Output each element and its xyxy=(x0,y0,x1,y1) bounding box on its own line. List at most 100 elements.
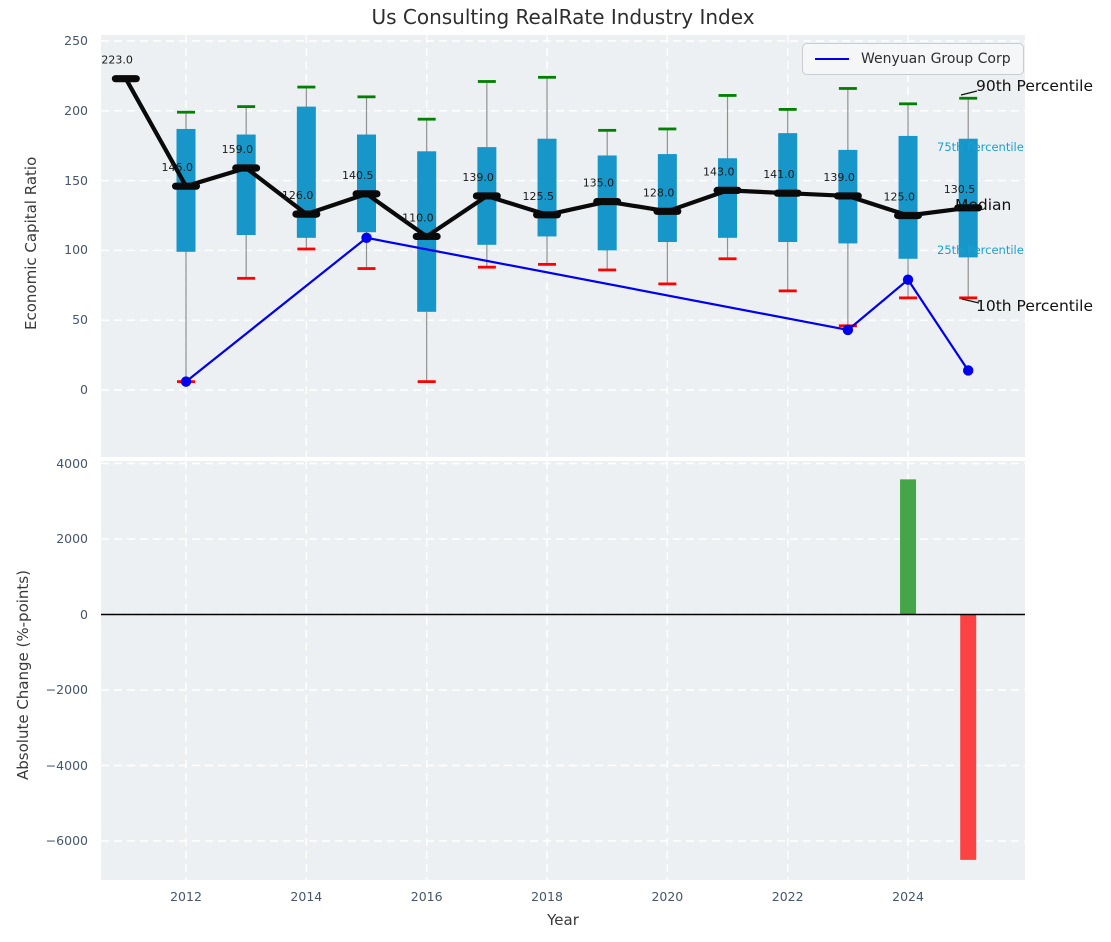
median-marker-2014 xyxy=(292,211,320,218)
median-value-label-2011: 223.0 xyxy=(101,54,133,67)
x-axis-label: Year xyxy=(101,911,1025,929)
median-value-label-2022: 141.0 xyxy=(763,168,795,181)
bottom-y-axis-label: Absolute Change (%-points) xyxy=(14,570,32,780)
cap-10th-2021 xyxy=(719,257,737,260)
median-value-label-2020: 128.0 xyxy=(643,186,675,199)
median-marker-2024 xyxy=(894,212,922,219)
cap-90th-2015 xyxy=(358,95,376,98)
company-point-2015 xyxy=(361,233,371,243)
change-bar-2024 xyxy=(900,479,916,614)
cap-10th-2017 xyxy=(478,266,496,269)
cap-90th-2020 xyxy=(658,128,676,131)
x-tick-2024: 2024 xyxy=(878,889,938,904)
cap-10th-2022 xyxy=(779,289,797,292)
top-y-tick-200: 200 xyxy=(36,103,88,118)
bottom-y-tick--2000: −2000 xyxy=(36,682,88,697)
annotation-75th-percentile: 75th Percentile xyxy=(937,140,1024,154)
top-plot-area: 223.0146.0159.0126.0140.5110.0139.0125.5… xyxy=(101,35,1025,457)
median-marker-2023 xyxy=(834,192,862,199)
bottom-y-tick--4000: −4000 xyxy=(36,758,88,773)
median-value-label-2021: 143.0 xyxy=(703,165,735,178)
median-marker-2017 xyxy=(473,192,501,199)
x-tick-2018: 2018 xyxy=(517,889,577,904)
cap-90th-2019 xyxy=(598,129,616,132)
iqr-box-2022 xyxy=(778,133,797,242)
cap-90th-2021 xyxy=(719,94,737,97)
median-marker-2015 xyxy=(353,190,381,197)
cap-90th-2012 xyxy=(177,111,195,114)
cap-90th-2022 xyxy=(779,108,797,111)
cap-10th-2024 xyxy=(899,296,917,299)
cap-90th-2023 xyxy=(839,87,857,90)
bar-chart-canvas xyxy=(101,461,1025,880)
top-y-tick-0: 0 xyxy=(36,382,88,397)
cap-90th-2014 xyxy=(297,86,315,89)
chart-title: Us Consulting RealRate Industry Index xyxy=(101,5,1025,29)
cap-10th-2015 xyxy=(358,267,376,270)
median-marker-2011 xyxy=(112,75,140,82)
cap-10th-2019 xyxy=(598,269,616,272)
cap-90th-2016 xyxy=(418,118,436,121)
change-bar-2025 xyxy=(960,615,976,860)
bottom-y-tick-2000: 2000 xyxy=(36,531,88,546)
iqr-box-2015 xyxy=(357,135,376,233)
median-value-label-2013: 159.0 xyxy=(222,143,254,156)
annotation-90th-percentile: 90th Percentile xyxy=(976,77,1093,95)
bottom-y-tick--6000: −6000 xyxy=(36,833,88,848)
top-y-tick-50: 50 xyxy=(36,312,88,327)
x-tick-2012: 2012 xyxy=(156,889,216,904)
cap-10th-2025 xyxy=(959,296,977,299)
cap-10th-2016 xyxy=(418,380,436,383)
median-marker-2018 xyxy=(533,211,561,218)
median-marker-2013 xyxy=(232,164,260,171)
median-value-label-2016: 110.0 xyxy=(402,211,434,224)
cap-90th-2024 xyxy=(899,102,917,105)
median-marker-2021 xyxy=(714,187,742,194)
company-point-2025 xyxy=(963,365,973,375)
bottom-plot-area xyxy=(101,461,1025,880)
top-y-tick-250: 250 xyxy=(36,33,88,48)
median-marker-2012 xyxy=(172,183,200,190)
legend-line-sample xyxy=(815,58,849,60)
legend-label: Wenyuan Group Corp xyxy=(861,51,1011,67)
x-tick-2016: 2016 xyxy=(397,889,457,904)
median-marker-2016 xyxy=(413,233,441,240)
cap-90th-2018 xyxy=(538,76,556,79)
cap-10th-2020 xyxy=(658,283,676,286)
company-point-2012 xyxy=(181,376,191,386)
median-marker-2022 xyxy=(774,190,802,197)
company-point-2023 xyxy=(843,325,853,335)
median-marker-2020 xyxy=(653,208,681,215)
median-value-label-2014: 126.0 xyxy=(282,189,314,202)
median-value-label-2017: 139.0 xyxy=(462,171,494,184)
median-value-label-2019: 135.0 xyxy=(583,177,615,190)
median-value-label-2018: 125.5 xyxy=(523,190,555,203)
annotation-10th-percentile: 10th Percentile xyxy=(976,297,1093,315)
median-marker-2019 xyxy=(593,198,621,205)
top-y-tick-100: 100 xyxy=(36,242,88,257)
iqr-box-2012 xyxy=(177,129,196,252)
median-value-label-2025: 130.5 xyxy=(944,183,976,196)
x-tick-2020: 2020 xyxy=(637,889,697,904)
x-tick-2022: 2022 xyxy=(758,889,818,904)
cap-90th-2025 xyxy=(959,97,977,100)
iqr-box-2018 xyxy=(538,139,557,237)
median-value-label-2024: 125.0 xyxy=(884,191,916,204)
cap-90th-2013 xyxy=(237,105,255,108)
bottom-y-tick-4000: 4000 xyxy=(36,456,88,471)
annotation-25th-percentile: 25th Percentile xyxy=(937,243,1024,257)
x-tick-2014: 2014 xyxy=(276,889,336,904)
top-y-tick-150: 150 xyxy=(36,173,88,188)
median-value-label-2015: 140.5 xyxy=(342,169,374,182)
figure: Us Consulting RealRate Industry Index Ec… xyxy=(0,0,1111,942)
bottom-y-tick-0: 0 xyxy=(36,607,88,622)
median-value-label-2023: 139.0 xyxy=(823,171,855,184)
cap-10th-2018 xyxy=(538,263,556,266)
iqr-box-2014 xyxy=(297,107,316,238)
cap-10th-2014 xyxy=(297,248,315,251)
annotation-median: Median xyxy=(955,196,1011,214)
cap-10th-2013 xyxy=(237,277,255,280)
company-point-2024 xyxy=(903,275,913,285)
boxplot-canvas: 223.0146.0159.0126.0140.5110.0139.0125.5… xyxy=(101,35,1025,457)
legend: Wenyuan Group Corp xyxy=(802,43,1024,75)
